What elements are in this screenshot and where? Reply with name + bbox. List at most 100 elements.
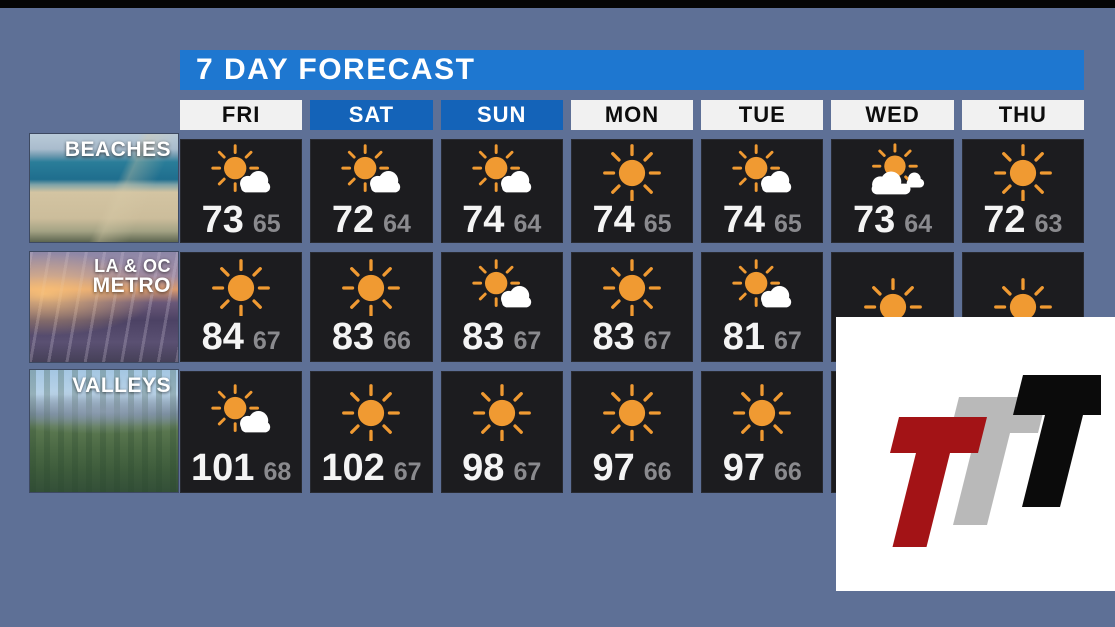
high-temperature: 83 bbox=[331, 316, 375, 358]
weather-icon-wrap bbox=[597, 371, 667, 449]
high-temperature: 101 bbox=[191, 447, 255, 489]
forecast-cell-beaches-wed: 73 64 bbox=[831, 139, 954, 243]
region-photo-metro: LA & OC METRO bbox=[30, 252, 178, 362]
temperature-row: 83 67 bbox=[462, 318, 541, 362]
region-label: VALLEYS bbox=[72, 374, 171, 397]
high-temperature: 74 bbox=[592, 199, 635, 241]
forecast-cell-beaches-sat: 72 64 bbox=[310, 139, 433, 245]
forecast-title: 7 DAY FORECAST bbox=[196, 53, 476, 86]
region-label: LA & OC bbox=[94, 256, 171, 276]
high-temperature: 97 bbox=[592, 447, 635, 489]
weather-icon-wrap bbox=[336, 252, 406, 318]
region-label: BEACHES bbox=[64, 138, 171, 161]
day-header-thu: THU bbox=[961, 100, 1084, 130]
temperature-row: 74 64 bbox=[462, 201, 541, 245]
high-temperature: 83 bbox=[592, 316, 635, 358]
forecast-cell-la-oc-metro-sat: 83 66 bbox=[310, 252, 433, 362]
forecast-cell-valleys-sat: 102 67 bbox=[310, 371, 433, 493]
high-temperature: 73 bbox=[201, 199, 244, 241]
low-temperature: 63 bbox=[1034, 210, 1063, 238]
sunny-icon bbox=[603, 144, 661, 201]
temperature-row: 97 66 bbox=[723, 449, 802, 493]
day-header-tue: TUE bbox=[701, 100, 824, 130]
high-temperature: 97 bbox=[722, 447, 766, 489]
low-temperature: 68 bbox=[263, 458, 292, 486]
day-header-fri: FRI bbox=[180, 100, 303, 130]
high-temperature: 72 bbox=[983, 199, 1026, 241]
weather-icon-wrap bbox=[336, 139, 406, 201]
weather-icon-wrap bbox=[727, 371, 797, 449]
low-temperature: 66 bbox=[383, 327, 411, 355]
sunny-icon bbox=[342, 384, 401, 441]
weather-icon-wrap bbox=[597, 252, 667, 318]
low-temperature: 64 bbox=[904, 210, 933, 238]
weather-icon-wrap bbox=[467, 139, 537, 201]
forecast-cell-beaches-tue: 74 65 bbox=[701, 139, 824, 243]
sunny-icon bbox=[733, 384, 792, 441]
forecast-cell-la-oc-metro-fri: 84 67 bbox=[180, 252, 303, 362]
high-temperature: 74 bbox=[462, 199, 505, 241]
high-temperature: 83 bbox=[462, 316, 505, 358]
temperature-row: 83 66 bbox=[332, 318, 411, 362]
weather-icon-wrap bbox=[858, 139, 928, 201]
temperature-row: 73 65 bbox=[202, 201, 281, 245]
temperature-row: 72 63 bbox=[983, 201, 1062, 245]
partly-cloudy-icon bbox=[871, 143, 924, 195]
low-temperature: 64 bbox=[513, 210, 542, 238]
day-header-mon: MON bbox=[570, 100, 694, 130]
weather-icon-wrap bbox=[727, 139, 797, 201]
temperature-row: 84 67 bbox=[202, 318, 281, 362]
region-photo-beach: BEACHES bbox=[30, 134, 178, 242]
low-temperature: 67 bbox=[774, 327, 802, 355]
forecast-cell-la-oc-metro-mon: 83 67 bbox=[570, 252, 694, 362]
temperature-row: 102 67 bbox=[321, 449, 421, 493]
low-temperature: 67 bbox=[252, 327, 281, 355]
temperature-row: 97 66 bbox=[592, 449, 671, 493]
top-letterbox-bar bbox=[0, 0, 1115, 8]
high-temperature: 98 bbox=[462, 447, 505, 489]
low-temperature: 65 bbox=[643, 210, 672, 238]
temperature-row: 72 64 bbox=[332, 201, 411, 245]
forecast-cell-valleys-sun: 98 67 bbox=[440, 371, 563, 493]
weather-icon-wrap bbox=[206, 252, 276, 318]
low-temperature: 67 bbox=[513, 327, 542, 355]
logo-letter-t-red bbox=[889, 417, 987, 547]
temperature-row: 74 65 bbox=[592, 201, 671, 245]
weather-icon-wrap bbox=[336, 371, 406, 449]
mostly-sunny-icon bbox=[211, 384, 271, 433]
forecast-cell-beaches-sun: 74 64 bbox=[440, 139, 563, 245]
weather-icon-wrap bbox=[727, 252, 797, 318]
low-temperature: 65 bbox=[774, 210, 802, 238]
low-temperature: 66 bbox=[643, 458, 672, 486]
weather-icon-wrap bbox=[467, 252, 537, 318]
day-header-sat: SAT bbox=[310, 100, 433, 130]
station-logo-box bbox=[836, 317, 1115, 591]
sunny-icon bbox=[603, 259, 661, 316]
weather-icon-wrap bbox=[206, 139, 276, 201]
low-temperature: 67 bbox=[643, 327, 672, 355]
temperature-row: 98 67 bbox=[462, 449, 541, 493]
high-temperature: 84 bbox=[201, 316, 244, 358]
forecast-cell-valleys-tue: 97 66 bbox=[701, 371, 824, 493]
mostly-sunny-icon bbox=[472, 144, 531, 193]
sunny-icon bbox=[472, 384, 531, 441]
logo-letter-t-black bbox=[1012, 375, 1101, 507]
low-temperature: 65 bbox=[252, 210, 281, 238]
day-header-sun: SUN bbox=[440, 100, 563, 130]
low-temperature: 67 bbox=[513, 458, 542, 486]
mostly-sunny-icon bbox=[341, 144, 401, 193]
temperature-row: 101 68 bbox=[191, 449, 291, 493]
forecast-cell-beaches-mon: 74 65 bbox=[570, 139, 694, 245]
mostly-sunny-icon bbox=[732, 144, 792, 193]
region-photo-valley: VALLEYS bbox=[30, 370, 178, 492]
temperature-row: 83 67 bbox=[592, 318, 671, 362]
high-temperature: 81 bbox=[722, 316, 766, 358]
region-label: METRO bbox=[92, 274, 171, 297]
temperature-row: 81 67 bbox=[723, 318, 802, 362]
station-logo-ttt bbox=[889, 375, 1101, 547]
forecast-cell-la-oc-metro-tue: 81 67 bbox=[701, 252, 824, 362]
forecast-title-bar: 7 DAY FORECAST bbox=[180, 50, 1084, 90]
weather-icon-wrap bbox=[467, 371, 537, 449]
sunny-icon bbox=[603, 384, 661, 441]
